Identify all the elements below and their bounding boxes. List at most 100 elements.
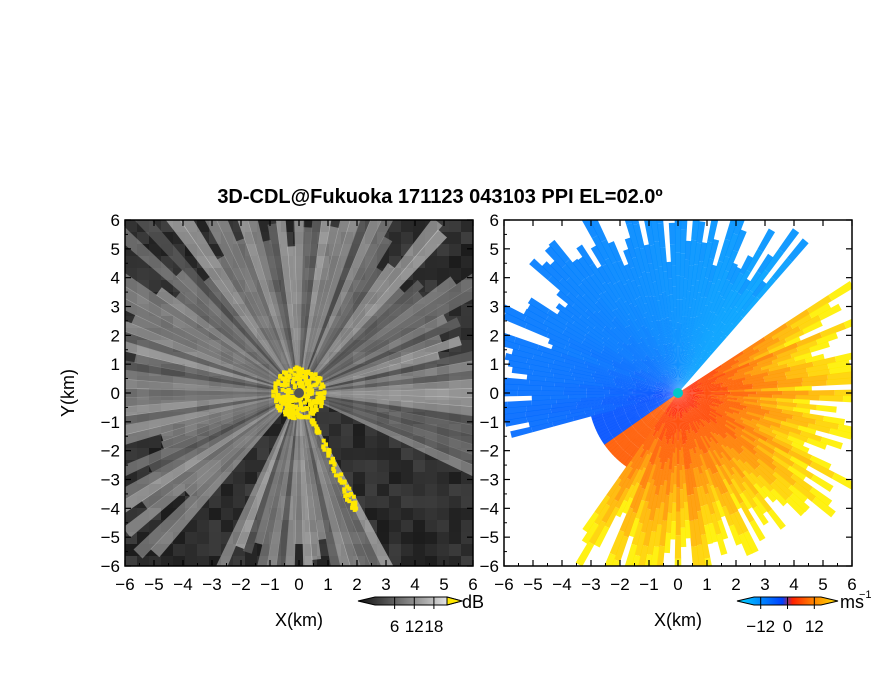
velocity-ray-segment [554,381,580,388]
velocity-ray-segment [743,396,761,401]
velocity-ray-segment [604,393,624,397]
velocity-ray-segment [630,432,640,443]
velocity-ray-segment [651,407,662,416]
velocity-ray-segment [635,403,647,410]
reflectivity-cell [437,508,449,520]
velocity-ray-segment [641,325,656,349]
reflectivity-cell [461,484,473,496]
velocity-ray-segment [709,419,727,435]
velocity-ray-segment [708,422,726,440]
velocity-y-tick-label: 5 [490,240,499,259]
reflectivity-near-range-cell [290,395,295,400]
velocity-ray-segment [711,377,729,385]
velocity-ray-segment [660,480,668,503]
velocity-ray-segment [787,465,807,481]
velocity-ray-segment [697,394,718,398]
velocity-ray-segment [674,412,677,434]
velocity-ray-segment [600,350,622,364]
reflectivity-ray [299,336,462,393]
reflectivity-cell [353,424,365,436]
velocity-ray-segment [658,415,670,440]
reflectivity-near-range-cell [280,395,285,400]
reflectivity-ray [294,393,304,544]
velocity-ray-segment [725,393,749,397]
velocity-ray-segment [678,393,698,403]
velocity-ray-segment [541,261,564,283]
reflectivity-near-range-cell [298,377,303,382]
velocity-ray-segment [647,367,664,381]
velocity-ray-segment [680,229,687,254]
velocity-x-axis: −6 −5 −4 −3 −2 −1 0 1 2 3 4 5 6 [494,220,857,594]
velocity-ray-segment [504,406,527,415]
velocity-ray-segment [696,404,717,418]
velocity-ray-segment [659,376,678,393]
velocity-ray-segment [575,294,596,314]
velocity-ray-segment [678,431,682,451]
velocity-y-tick-label: 2 [490,326,499,345]
reflectivity-edge-cell [315,426,320,431]
velocity-ray-segment [715,410,736,422]
velocity-ray-segment [699,505,709,526]
velocity-ray-segment [668,393,678,417]
velocity-ray-segment [791,462,815,480]
velocity-ray-segment [640,388,660,392]
velocity-ray-segment [717,270,730,293]
velocity-ray-segment [671,344,676,369]
velocity-ray-segment [670,414,676,437]
velocity-ray-segment [644,479,655,502]
reflectivity-cell [401,544,413,556]
reflectivity-cell [137,556,149,566]
velocity-ray-segment [767,509,786,530]
velocity-ray-segment [746,411,765,420]
velocity-ray-segment [648,494,659,521]
velocity-ray-segment [724,315,744,337]
reflectivity-y-tick-label: 0 [111,384,120,403]
velocity-ray-segment [544,245,567,269]
reflectivity-near-range-cell [308,384,313,389]
velocity-ray-segment [745,372,769,380]
reflectivity-near-range-cell [275,393,280,398]
velocity-ray-segment [688,239,698,266]
velocity-ray-segment [796,332,823,348]
velocity-ray-segment [681,411,687,431]
velocity-ray-segment [601,410,614,417]
velocity-ray-segment [679,469,684,490]
reflectivity-cell [413,508,425,520]
reflectivity-ray [179,220,299,393]
velocity-ray-segment [631,434,642,445]
velocity-ray-segment [784,367,808,377]
reflectivity-ray [125,393,299,426]
reflectivity-cell [425,472,437,484]
reflectivity-edge-cell [321,438,326,443]
reflectivity-ray [299,351,440,393]
velocity-ray-segment [677,369,679,393]
velocity-ray-segment [601,263,617,285]
reflectivity-colorbar-over-arrow [446,596,464,606]
velocity-ray-segment [752,446,775,464]
velocity-ray-segment [678,393,688,414]
velocity-ray-segment [666,418,674,445]
velocity-ray-segment [623,248,635,269]
velocity-ray-segment [707,220,719,243]
reflectivity-near-range-cell [299,368,304,373]
velocity-y-tick-label: 0 [490,384,499,403]
velocity-ray-segment [699,296,708,314]
velocity-ray-segment [581,278,601,301]
velocity-ray-segment [778,326,801,342]
velocity-ray-segment [810,474,834,493]
velocity-ray-segment [723,290,739,313]
velocity-ray-segment [646,401,658,408]
velocity-ray-segment [699,418,712,433]
velocity-ray-segment [806,363,829,373]
velocity-ray-segment [640,341,655,360]
velocity-ray-segment [709,437,723,454]
velocity-ray-segment [823,415,846,426]
velocity-ray-segment [768,363,789,373]
reflectivity-cell [461,520,473,532]
reflectivity-edge-cell [348,491,353,496]
velocity-ray-segment [699,386,722,391]
velocity-ray-segment [617,297,631,316]
reflectivity-ray [133,393,299,559]
velocity-ray-segment [580,396,606,402]
velocity-ray-segment [632,392,656,394]
